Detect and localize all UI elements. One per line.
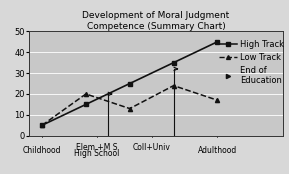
Text: Coll+Univ: Coll+Univ — [133, 143, 171, 152]
Text: Elem.+M S: Elem.+M S — [76, 143, 118, 152]
Text: High School: High School — [74, 149, 120, 158]
Legend: High Track, Low Track, End of
Education: High Track, Low Track, End of Education — [216, 38, 287, 88]
Text: Childhood: Childhood — [23, 146, 61, 155]
Title: Development of Moral Judgment
Competence (Summary Chart): Development of Moral Judgment Competence… — [82, 11, 230, 31]
Text: Adulthood: Adulthood — [198, 146, 237, 155]
